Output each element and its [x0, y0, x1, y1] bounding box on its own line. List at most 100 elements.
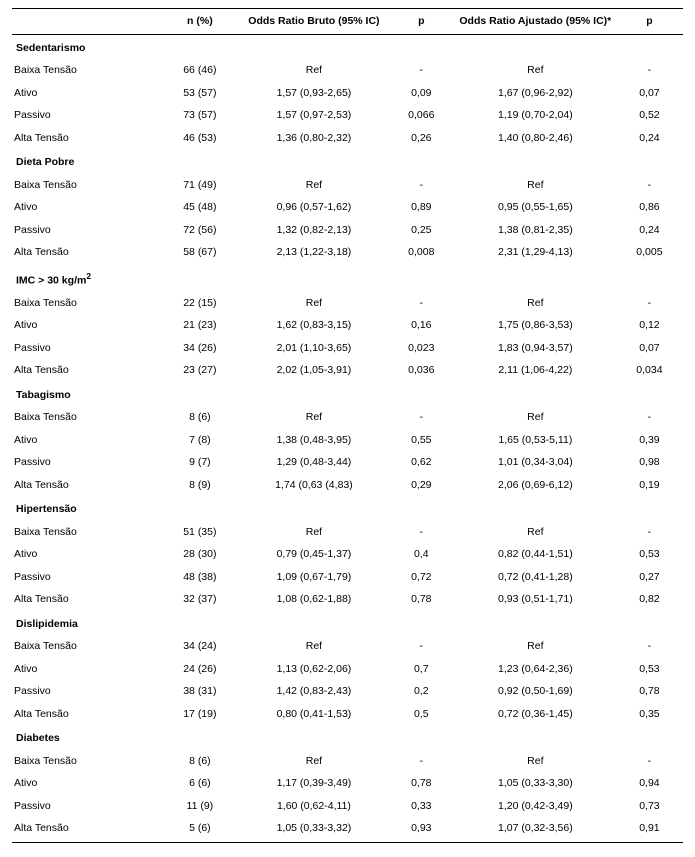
- cell-n: 23 (27): [160, 359, 241, 382]
- row-label: Passivo: [12, 795, 160, 818]
- cell-ora: 0,72 (0,36-1,45): [455, 703, 616, 726]
- cell-pa: -: [616, 521, 683, 544]
- cell-pa: -: [616, 174, 683, 197]
- table-row: Passivo9 (7)1,29 (0,48-3,44)0,621,01 (0,…: [12, 451, 683, 474]
- cell-pb: 0,78: [388, 588, 455, 611]
- cell-pa: 0,94: [616, 772, 683, 795]
- cell-n: 58 (67): [160, 241, 241, 264]
- table-row: Passivo73 (57)1,57 (0,97-2,53)0,0661,19 …: [12, 104, 683, 127]
- cell-pb: 0,16: [388, 314, 455, 337]
- cell-orb: 0,80 (0,41-1,53): [240, 703, 388, 726]
- table-row: Passivo38 (31)1,42 (0,83-2,43)0,20,92 (0…: [12, 680, 683, 703]
- cell-pb: 0,023: [388, 337, 455, 360]
- group-header: Diabetes: [12, 725, 683, 750]
- cell-orb: 1,32 (0,82-2,13): [240, 219, 388, 242]
- row-label: Baixa Tensão: [12, 521, 160, 544]
- group-title: Hipertensão: [12, 496, 683, 521]
- cell-ora: Ref: [455, 521, 616, 544]
- cell-orb: 2,13 (1,22-3,18): [240, 241, 388, 264]
- cell-pa: -: [616, 406, 683, 429]
- table-row: Passivo11 (9)1,60 (0,62-4,11)0,331,20 (0…: [12, 795, 683, 818]
- row-label: Baixa Tensão: [12, 292, 160, 315]
- table-row: Ativo24 (26)1,13 (0,62-2,06)0,71,23 (0,6…: [12, 658, 683, 681]
- cell-ora: 1,67 (0,96-2,92): [455, 82, 616, 105]
- row-label: Ativo: [12, 82, 160, 105]
- cell-ora: 2,06 (0,69-6,12): [455, 474, 616, 497]
- cell-pa: 0,19: [616, 474, 683, 497]
- row-label: Passivo: [12, 566, 160, 589]
- group-title: Tabagismo: [12, 382, 683, 407]
- cell-orb: Ref: [240, 292, 388, 315]
- cell-ora: Ref: [455, 174, 616, 197]
- cell-pa: -: [616, 750, 683, 773]
- cell-pb: 0,55: [388, 429, 455, 452]
- cell-ora: 1,40 (0,80-2,46): [455, 127, 616, 150]
- cell-pb: 0,066: [388, 104, 455, 127]
- row-label: Baixa Tensão: [12, 59, 160, 82]
- cell-pb: 0,89: [388, 196, 455, 219]
- cell-pa: 0,98: [616, 451, 683, 474]
- cell-ora: Ref: [455, 59, 616, 82]
- table-body: SedentarismoBaixa Tensão66 (46)Ref-Ref-A…: [12, 34, 683, 842]
- cell-pa: -: [616, 635, 683, 658]
- cell-orb: Ref: [240, 174, 388, 197]
- cell-pb: -: [388, 174, 455, 197]
- cell-pb: 0,72: [388, 566, 455, 589]
- row-label: Baixa Tensão: [12, 174, 160, 197]
- group-header: Dislipidemia: [12, 611, 683, 636]
- group-header: Dieta Pobre: [12, 149, 683, 174]
- cell-pa: 0,005: [616, 241, 683, 264]
- cell-pb: 0,93: [388, 817, 455, 842]
- cell-orb: 1,29 (0,48-3,44): [240, 451, 388, 474]
- cell-pa: 0,78: [616, 680, 683, 703]
- cell-n: 66 (46): [160, 59, 241, 82]
- cell-orb: 1,09 (0,67-1,79): [240, 566, 388, 589]
- table-row: Baixa Tensão51 (35)Ref-Ref-: [12, 521, 683, 544]
- cell-ora: 1,20 (0,42-3,49): [455, 795, 616, 818]
- row-label: Ativo: [12, 772, 160, 795]
- row-label: Ativo: [12, 429, 160, 452]
- cell-n: 21 (23): [160, 314, 241, 337]
- table-row: Ativo45 (48)0,96 (0,57-1,62)0,890,95 (0,…: [12, 196, 683, 219]
- cell-orb: 1,36 (0,80-2,32): [240, 127, 388, 150]
- col-header-orb: Odds Ratio Bruto (95% IC): [240, 9, 388, 35]
- cell-pa: 0,24: [616, 219, 683, 242]
- cell-n: 72 (56): [160, 219, 241, 242]
- cell-n: 28 (30): [160, 543, 241, 566]
- cell-orb: 1,05 (0,33-3,32): [240, 817, 388, 842]
- group-title: IMC > 30 kg/m2: [12, 264, 683, 292]
- cell-ora: Ref: [455, 635, 616, 658]
- cell-n: 8 (6): [160, 406, 241, 429]
- cell-orb: 1,62 (0,83-3,15): [240, 314, 388, 337]
- cell-pb: 0,62: [388, 451, 455, 474]
- row-label: Ativo: [12, 543, 160, 566]
- cell-n: 6 (6): [160, 772, 241, 795]
- cell-n: 7 (8): [160, 429, 241, 452]
- odds-ratio-table-container: n (%) Odds Ratio Bruto (95% IC) p Odds R…: [0, 0, 695, 857]
- row-label: Alta Tensão: [12, 474, 160, 497]
- cell-ora: 1,75 (0,86-3,53): [455, 314, 616, 337]
- cell-pa: 0,52: [616, 104, 683, 127]
- row-label: Passivo: [12, 680, 160, 703]
- cell-pb: 0,33: [388, 795, 455, 818]
- cell-n: 53 (57): [160, 82, 241, 105]
- col-header-ora: Odds Ratio Ajustado (95% IC)*: [455, 9, 616, 35]
- group-header: IMC > 30 kg/m2: [12, 264, 683, 292]
- cell-ora: 2,11 (1,06-4,22): [455, 359, 616, 382]
- row-label: Alta Tensão: [12, 127, 160, 150]
- cell-pb: 0,5: [388, 703, 455, 726]
- col-header-pb: p: [388, 9, 455, 35]
- cell-n: 22 (15): [160, 292, 241, 315]
- cell-ora: Ref: [455, 406, 616, 429]
- cell-n: 34 (26): [160, 337, 241, 360]
- cell-orb: 1,42 (0,83-2,43): [240, 680, 388, 703]
- cell-n: 8 (6): [160, 750, 241, 773]
- cell-pb: -: [388, 750, 455, 773]
- cell-pa: 0,91: [616, 817, 683, 842]
- cell-orb: 1,74 (0,63 (4,83): [240, 474, 388, 497]
- cell-pa: -: [616, 292, 683, 315]
- cell-orb: 1,13 (0,62-2,06): [240, 658, 388, 681]
- cell-ora: 1,38 (0,81-2,35): [455, 219, 616, 242]
- cell-pa: 0,73: [616, 795, 683, 818]
- cell-pa: 0,35: [616, 703, 683, 726]
